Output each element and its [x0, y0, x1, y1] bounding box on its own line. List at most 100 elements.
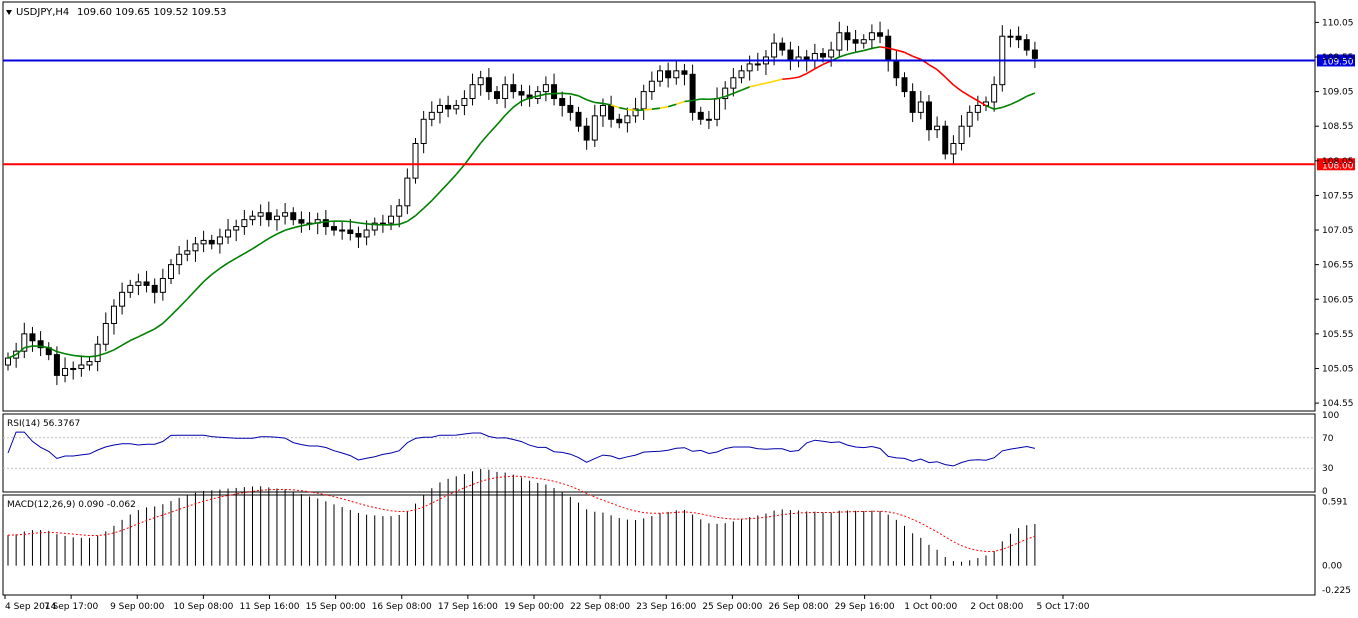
x-tick-label: 9 Sep 00:00	[110, 602, 165, 612]
candle-body	[185, 251, 190, 254]
candle-body	[552, 85, 557, 99]
candle-body	[111, 306, 116, 323]
candle-body	[560, 99, 565, 106]
candle-body	[429, 112, 434, 119]
ma-segment	[627, 109, 635, 110]
price-tick-label: 105.55	[1322, 330, 1354, 340]
candle-body	[193, 244, 198, 251]
candle-body	[177, 254, 182, 264]
candle-body	[812, 54, 817, 61]
ma-segment	[73, 355, 81, 356]
candle-body	[323, 220, 328, 227]
candle-body	[747, 64, 752, 71]
candle-body	[772, 43, 777, 57]
price-tick-label: 109.05	[1322, 88, 1354, 98]
candle-body	[397, 206, 402, 216]
candle-body	[128, 285, 133, 292]
candle-body	[739, 71, 744, 78]
candle-body	[926, 102, 931, 130]
candle-body	[462, 99, 467, 106]
candle-body	[421, 119, 426, 143]
candle-body	[446, 105, 451, 108]
macd-tick-label: 0.00	[1322, 562, 1342, 572]
candle-body	[1008, 36, 1013, 37]
price-tick-label: 105.05	[1322, 364, 1354, 374]
rsi-tick-label: 0	[1322, 487, 1328, 497]
candle-body	[780, 43, 785, 50]
ma-segment	[652, 108, 660, 109]
candle-body	[144, 282, 149, 285]
candle-body	[674, 71, 679, 78]
candle-body	[649, 81, 654, 91]
x-tick-label: 26 Sep 08:00	[768, 602, 828, 612]
candle-body	[861, 40, 866, 43]
candle-body	[845, 33, 850, 40]
candle-body	[364, 230, 369, 237]
x-tick-label: 16 Sep 08:00	[372, 602, 432, 612]
symbol-label: USDJPY,H4	[16, 7, 69, 18]
candle-body	[584, 126, 589, 140]
candle-body	[103, 323, 108, 344]
candle-body	[169, 265, 174, 279]
candle-body	[519, 92, 524, 95]
rsi-tick-label: 100	[1322, 411, 1339, 421]
x-tick-label: 2 Oct 08:00	[970, 602, 1023, 612]
price-tick-label: 106.05	[1322, 295, 1354, 305]
candle-body	[283, 213, 288, 216]
candle-body	[71, 368, 76, 369]
candle-body	[266, 213, 271, 220]
ma-segment	[90, 356, 98, 357]
candle-body	[274, 216, 279, 219]
candle-body	[332, 227, 337, 230]
candle-body	[992, 85, 997, 102]
candle-body	[975, 105, 980, 112]
candle-body	[755, 64, 760, 65]
price-tick-label: 110.05	[1322, 18, 1354, 28]
candle-body	[894, 60, 899, 77]
candle-body	[959, 126, 964, 143]
candle-body	[470, 85, 475, 99]
x-tick-label: 5 Oct 17:00	[1037, 602, 1090, 612]
candle-body	[853, 40, 858, 43]
candle-body	[120, 292, 125, 306]
x-tick-label: 1 Oct 00:00	[904, 602, 957, 612]
candle-body	[1032, 50, 1037, 58]
candle-body	[902, 78, 907, 92]
ma-segment	[644, 109, 652, 110]
candle-body	[478, 78, 483, 85]
candle-body	[503, 85, 508, 99]
x-tick-label: 29 Sep 16:00	[835, 602, 895, 612]
candle-body	[54, 355, 59, 376]
candle-body	[413, 144, 418, 179]
x-tick-label: 10 Sep 08:00	[173, 602, 233, 612]
candle-body	[568, 105, 573, 112]
candle-body	[201, 240, 206, 243]
candle-body	[935, 126, 940, 129]
candle-body	[967, 112, 972, 126]
ma-segment	[782, 78, 790, 79]
macd-tick-label: 0.591	[1322, 497, 1348, 507]
ma-segment	[684, 100, 692, 101]
candle-body	[63, 368, 68, 375]
candle-body	[666, 71, 671, 78]
candle-body	[95, 344, 100, 361]
candle-body	[706, 119, 711, 120]
candle-body	[658, 71, 663, 81]
candle-body	[690, 74, 695, 112]
ma-segment	[595, 102, 603, 103]
candle-body	[226, 230, 231, 237]
x-tick-label: 17 Sep 16:00	[438, 602, 498, 612]
macd-title: MACD(12,26,9) 0.090 -0.062	[7, 500, 136, 510]
candle-body	[511, 85, 516, 92]
x-tick-label: 22 Sep 08:00	[570, 602, 630, 612]
candle-body	[6, 358, 11, 365]
price-tick-label: 104.55	[1322, 399, 1354, 409]
candle-body	[609, 105, 614, 119]
candle-body	[600, 105, 605, 115]
candle-body	[1016, 36, 1021, 39]
candle-body	[30, 334, 35, 341]
candle-body	[829, 50, 834, 57]
candle-body	[250, 216, 255, 219]
